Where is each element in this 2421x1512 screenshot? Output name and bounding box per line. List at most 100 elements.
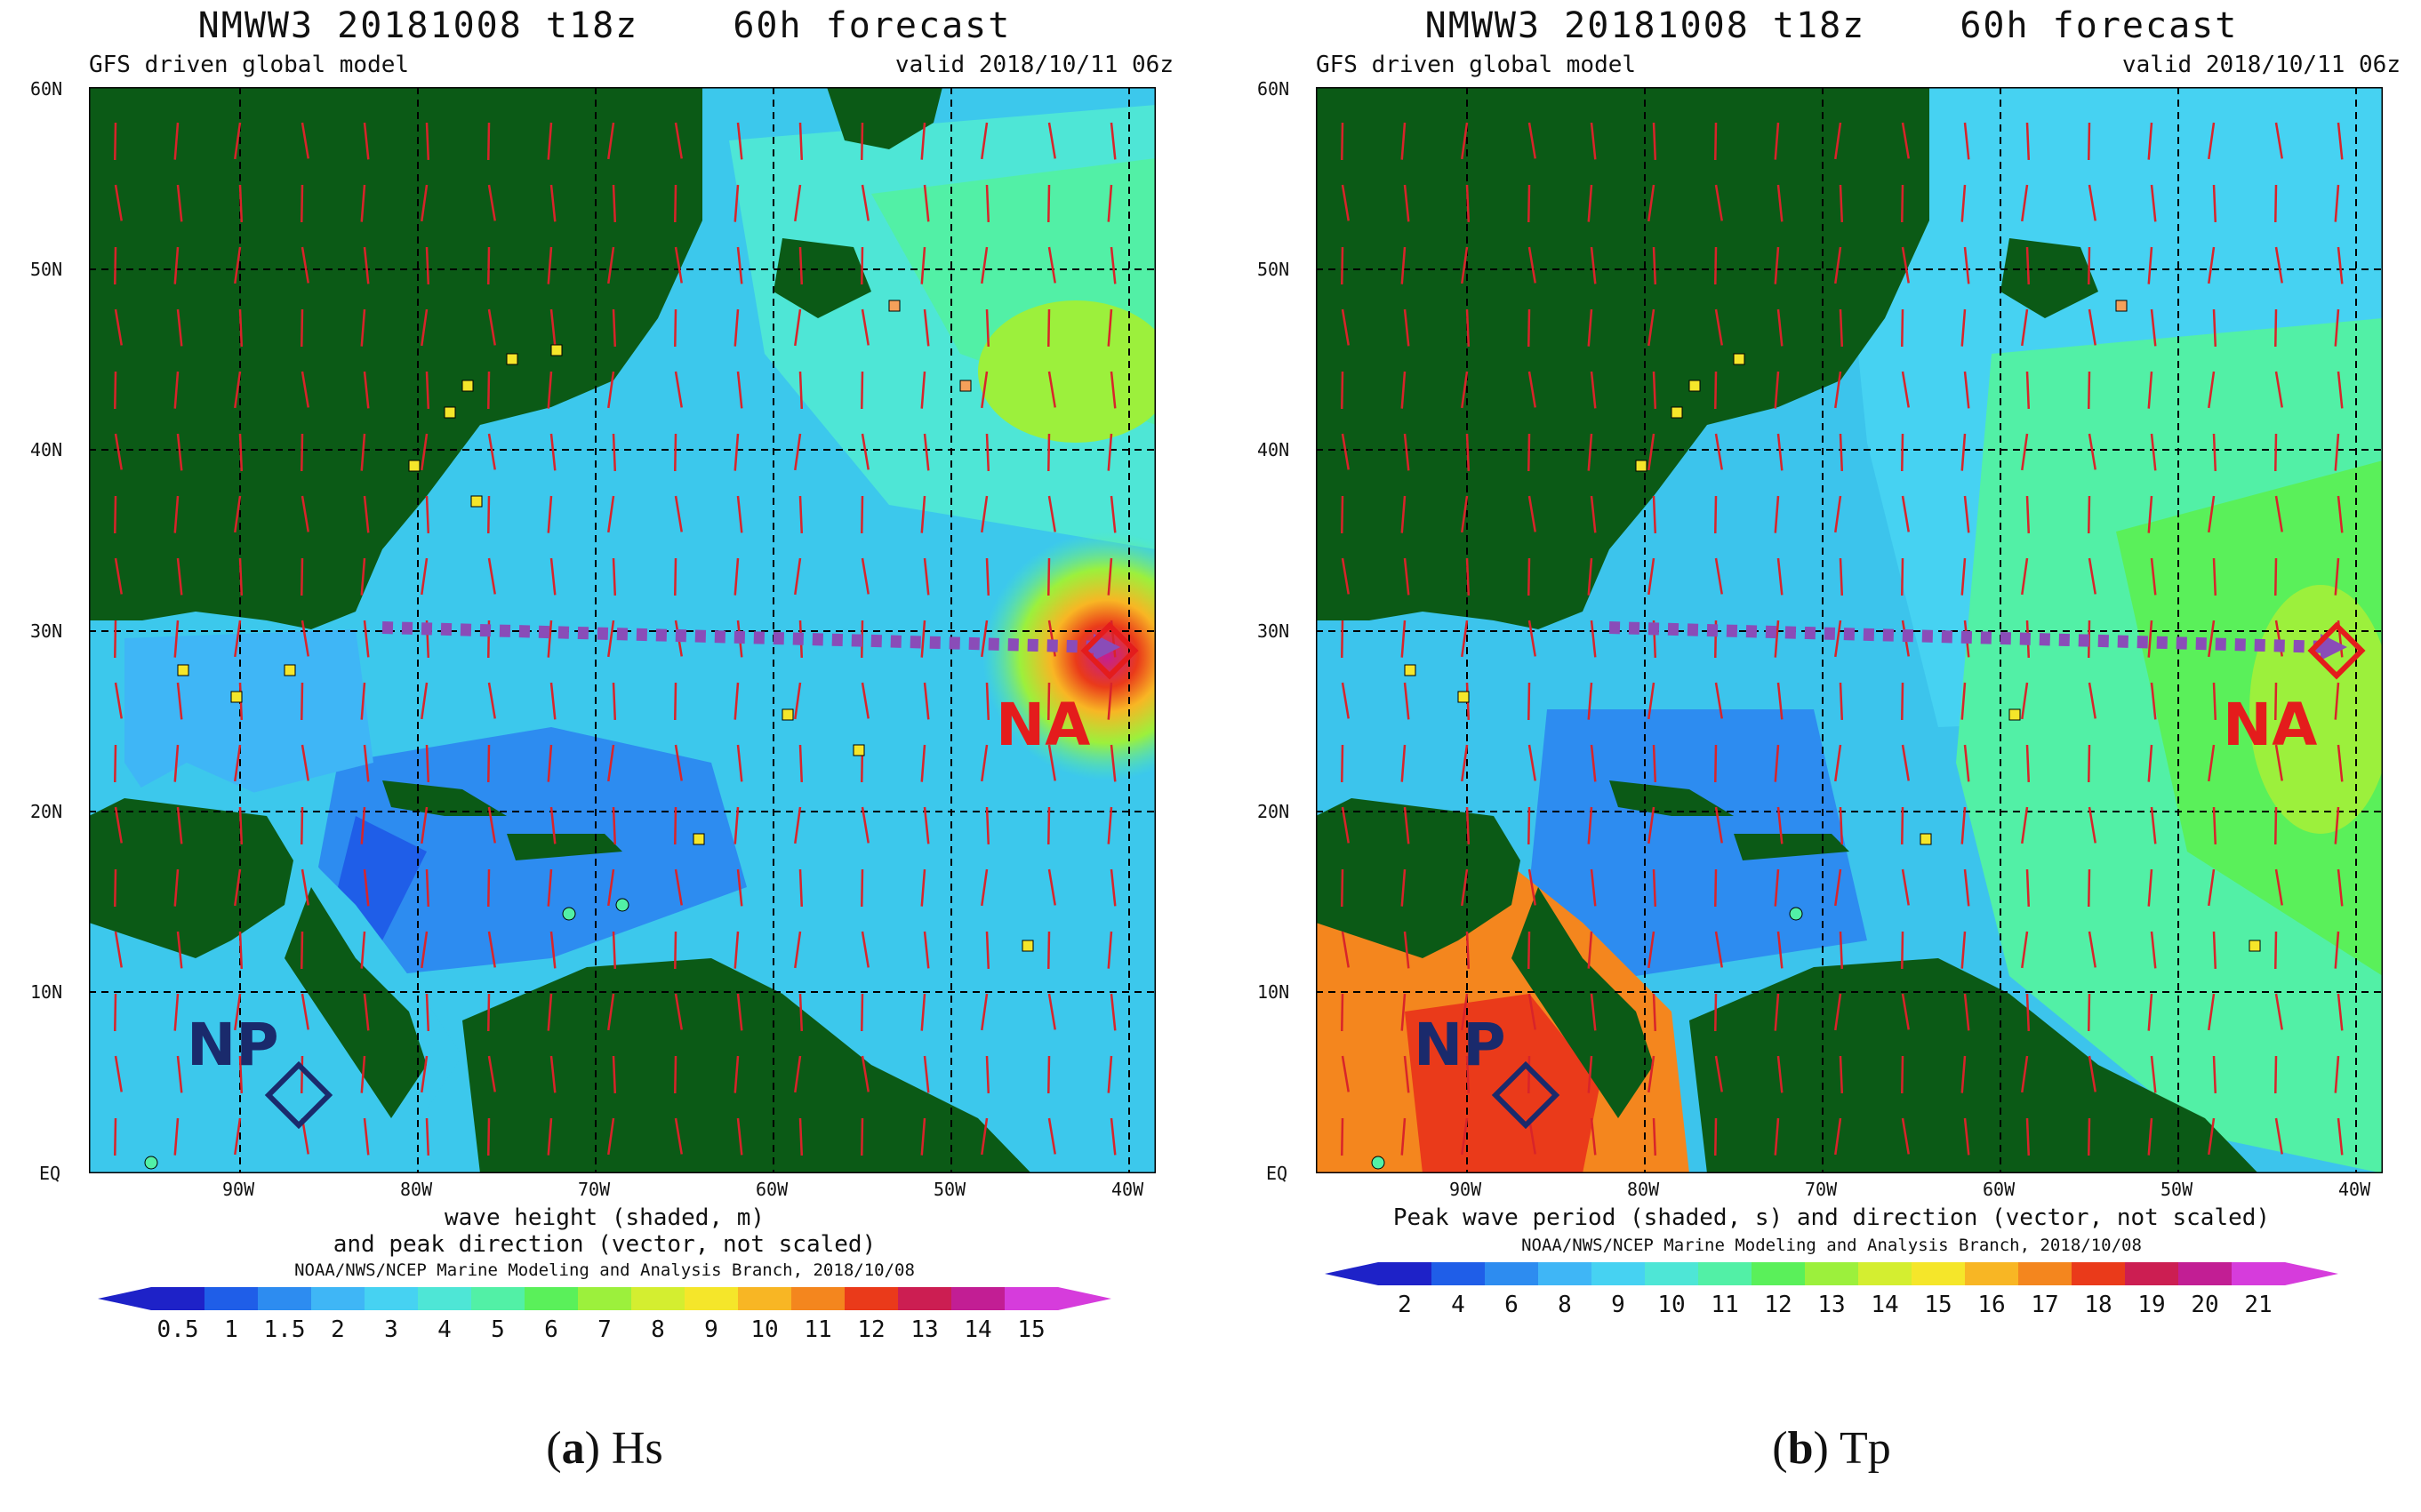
colorbar-tick-label: 2 (1398, 1292, 1412, 1318)
direction-vector (734, 1055, 740, 1093)
direction-vector (981, 1117, 989, 1156)
grid (1316, 87, 2383, 1173)
lon-label-40w: 40W (2338, 1179, 2371, 1200)
direction-vector (1590, 122, 1597, 160)
direction-vector (1107, 682, 1113, 720)
direction-vector (1341, 993, 1344, 1032)
colorbar-segment (258, 1287, 312, 1310)
direction-vector (674, 433, 677, 472)
lat-label-10n: 10N (1257, 981, 1290, 1003)
np-marker-label: NP (1414, 1011, 1506, 1079)
direction-vector (176, 184, 183, 222)
direction-vector (612, 682, 617, 720)
direction-vector (1776, 308, 1784, 347)
direction-vector (794, 806, 802, 844)
direction-vector (2150, 931, 2157, 969)
direction-vector (1403, 1055, 1410, 1093)
direction-vector (2021, 308, 2029, 347)
direction-vector (2337, 993, 2344, 1031)
direction-vector (487, 931, 496, 968)
direction-vector (173, 1117, 180, 1156)
direction-vector (1341, 931, 1350, 968)
direction-vector (114, 806, 123, 844)
direction-vector (1776, 1055, 1784, 1093)
direction-vector (173, 993, 180, 1031)
direction-vector (734, 806, 740, 844)
colorbar-segment (151, 1287, 205, 1310)
direction-vector (238, 931, 244, 969)
direction-vector (923, 308, 930, 347)
direction-vector (425, 1117, 430, 1156)
direction-vector (1714, 1055, 1723, 1092)
direction-vector (1714, 495, 1718, 534)
direction-vector (2337, 246, 2344, 284)
direction-vector (985, 308, 990, 347)
direction-vector (1047, 868, 1056, 906)
subtitle-right: valid 2018/10/11 06z (894, 52, 1174, 78)
direction-vector (1341, 744, 1344, 783)
direction-vector (1527, 931, 1531, 970)
direction-vector (1465, 1055, 1471, 1093)
direction-vector (2088, 868, 2091, 908)
colorbar-segment (1752, 1262, 1806, 1285)
direction-vector (2088, 993, 2091, 1032)
direction-vector (2088, 806, 2096, 844)
direction-vector (1901, 993, 1910, 1030)
direction-vector (2208, 495, 2216, 533)
direction-vector (1527, 246, 1536, 284)
direction-vector (2088, 931, 2096, 968)
direction-vector (2274, 1117, 2283, 1155)
direction-vector (1047, 433, 1051, 472)
direction-vector (238, 806, 244, 844)
direction-vector (674, 806, 677, 845)
direction-vector (1590, 495, 1597, 533)
subtitle-left: GFS driven global model (89, 52, 410, 78)
direction-vector (2088, 371, 2091, 410)
direction-vector (301, 620, 309, 657)
direction-vector (923, 931, 930, 969)
direction-vector (674, 122, 683, 159)
direction-vector (674, 1055, 677, 1094)
panel-title: NMWW3 20181008 t18z 60h forecast (1245, 5, 2418, 46)
direction-vector (1839, 931, 1844, 969)
direction-vector (734, 931, 740, 969)
direction-vector (1901, 931, 1904, 970)
direction-vector (607, 1117, 615, 1156)
direction-vector (1647, 806, 1655, 844)
direction-vector (363, 1117, 370, 1156)
direction-vector (923, 806, 930, 844)
colorbar-segment (2018, 1262, 2072, 1285)
direction-vector (674, 744, 683, 781)
direction-vector (2274, 1055, 2278, 1094)
direction-vector (549, 557, 557, 596)
direction-vector (2147, 1117, 2153, 1156)
direction-vector (425, 371, 430, 409)
direction-vector (301, 122, 309, 159)
colorbar-segment (1698, 1262, 1752, 1285)
direction-vector (920, 744, 926, 782)
direction-vector (1647, 1055, 1655, 1093)
direction-vector (2334, 557, 2340, 596)
direction-vector (1901, 184, 1904, 223)
direction-vector (1403, 931, 1410, 969)
colorbar-tick-label: 16 (1977, 1292, 2005, 1318)
direction-vector (549, 1055, 557, 1093)
direction-vector (2021, 557, 2029, 596)
direction-vector (1714, 246, 1718, 285)
colorbar-segment (1378, 1262, 1432, 1285)
colorbar-tick-label: 19 (2137, 1292, 2165, 1318)
direction-vector (861, 184, 870, 221)
direction-vector (2208, 868, 2216, 907)
direction-vector (2274, 246, 2283, 284)
direction-vector (487, 868, 491, 908)
colorbar-tick-label: 12 (1764, 1292, 1792, 1318)
colorbar-segment (1858, 1262, 1912, 1285)
direction-vector (549, 184, 557, 222)
direction-vector (1400, 122, 1407, 160)
colorbar-tick-label: 6 (1504, 1292, 1519, 1318)
direction-vector (1647, 308, 1655, 347)
direction-vector (176, 931, 183, 969)
direction-vector (173, 495, 180, 533)
direction-vector (1400, 993, 1407, 1031)
direction-vector (734, 433, 740, 471)
